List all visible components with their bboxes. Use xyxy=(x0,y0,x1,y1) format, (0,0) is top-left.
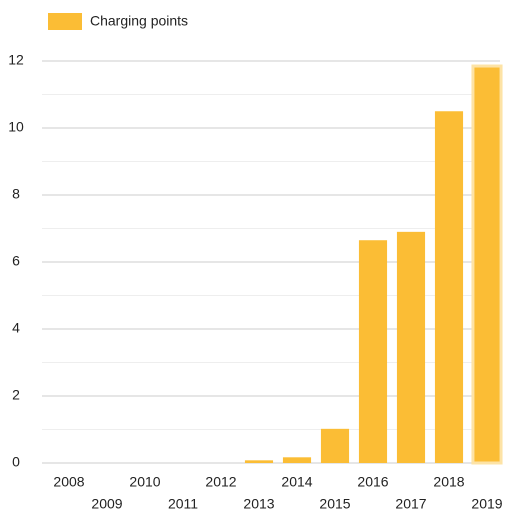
y-tick-label: 8 xyxy=(12,186,20,202)
y-tick-label: 12 xyxy=(8,52,24,68)
x-tick-label: 2016 xyxy=(357,474,388,490)
x-tick-label: 2012 xyxy=(205,474,236,490)
y-tick-label: 6 xyxy=(12,253,20,269)
x-tick-label: 2011 xyxy=(168,496,198,512)
y-tick-label: 2 xyxy=(12,387,20,403)
x-tick-label: 2009 xyxy=(91,496,122,512)
x-tick-label: 2014 xyxy=(281,474,312,490)
x-tick-label: 2010 xyxy=(129,474,160,490)
bar xyxy=(358,240,388,463)
y-tick-label: 10 xyxy=(8,119,24,135)
legend-label: Charging points xyxy=(90,13,188,29)
x-tick-label: 2015 xyxy=(319,496,350,512)
bar xyxy=(434,111,464,463)
legend-swatch xyxy=(48,13,82,30)
x-tick-label: 2008 xyxy=(53,474,84,490)
bar xyxy=(471,64,503,465)
y-tick-label: 4 xyxy=(12,320,20,336)
bar xyxy=(244,460,274,463)
x-tick-label: 2019 xyxy=(471,496,502,512)
x-tick-label: 2013 xyxy=(243,496,274,512)
y-tick-label: 0 xyxy=(12,454,20,470)
bar xyxy=(320,428,350,463)
bar xyxy=(282,457,312,463)
bar xyxy=(396,231,426,463)
x-tick-label: 2018 xyxy=(433,474,464,490)
x-tick-label: 2017 xyxy=(395,496,426,512)
